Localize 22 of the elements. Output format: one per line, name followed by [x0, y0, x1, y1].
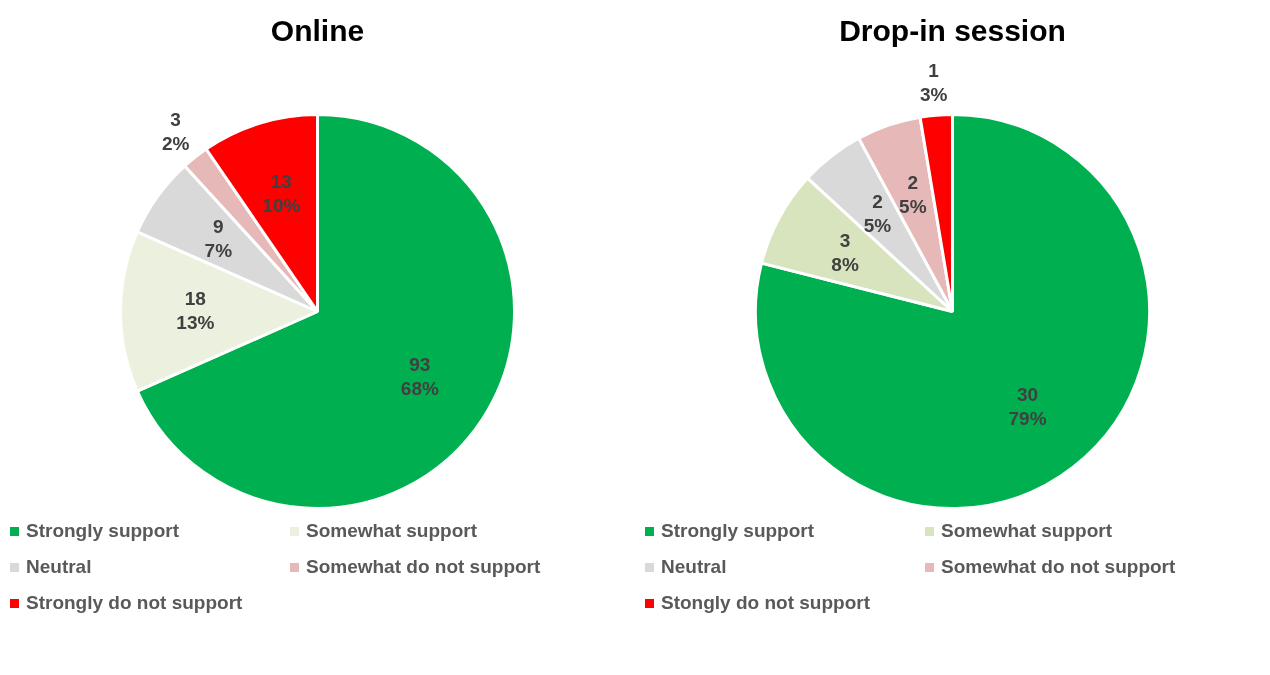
data-label: 3 2%: [161, 108, 190, 154]
legend-label: Strongly do not support: [25, 592, 244, 614]
legend-label: Somewhat support: [940, 520, 1113, 542]
data-label: 1 3%: [919, 59, 948, 105]
legend-label: Neutral: [660, 556, 728, 578]
legend-label: Strongly support: [660, 520, 816, 542]
data-label: 2 5%: [899, 172, 927, 218]
data-label: 2 5%: [863, 191, 892, 237]
data-label: 3 8%: [831, 229, 859, 275]
data-label: 9 7%: [204, 216, 233, 262]
legend-label: Stongly do not support: [660, 592, 871, 614]
data-label: 13 10%: [262, 171, 301, 217]
legend-label: Strongly support: [25, 520, 181, 542]
data-label: 93 68%: [400, 354, 439, 400]
data-label: 18 13%: [176, 287, 215, 333]
legend-label: Neutral: [25, 556, 93, 578]
legend-label: Somewhat do not support: [940, 556, 1177, 578]
data-label: 30 79%: [1008, 384, 1047, 430]
legend-label: Somewhat do not support: [305, 556, 542, 578]
chart-title: Online: [270, 14, 365, 48]
legend-label: Somewhat support: [305, 520, 478, 542]
chart-title: Drop-in session: [839, 14, 1066, 48]
